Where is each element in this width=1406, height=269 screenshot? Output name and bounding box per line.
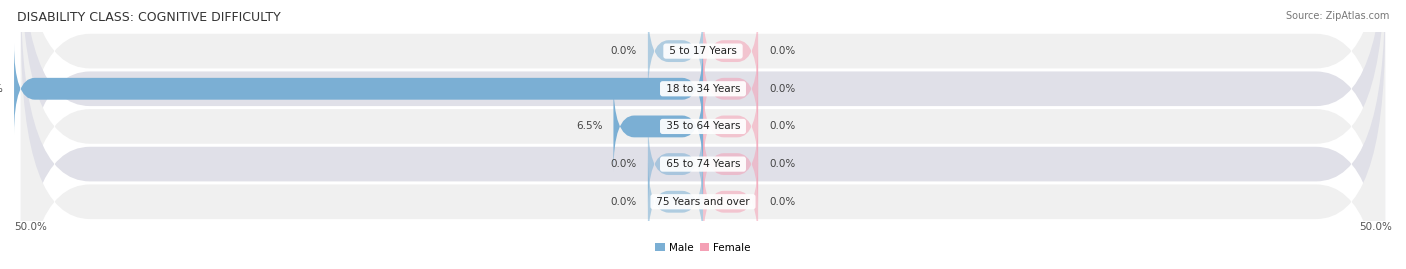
- Text: 0.0%: 0.0%: [769, 46, 796, 56]
- Text: 75 Years and over: 75 Years and over: [652, 197, 754, 207]
- Text: 0.0%: 0.0%: [610, 197, 637, 207]
- FancyBboxPatch shape: [703, 119, 758, 210]
- FancyBboxPatch shape: [14, 43, 703, 134]
- Text: 5 to 17 Years: 5 to 17 Years: [666, 46, 740, 56]
- Text: 0.0%: 0.0%: [769, 159, 796, 169]
- Legend: Male, Female: Male, Female: [651, 238, 755, 257]
- FancyBboxPatch shape: [648, 156, 703, 247]
- FancyBboxPatch shape: [703, 156, 758, 247]
- Text: 0.0%: 0.0%: [610, 46, 637, 56]
- FancyBboxPatch shape: [648, 6, 703, 97]
- FancyBboxPatch shape: [703, 81, 758, 172]
- Text: 0.0%: 0.0%: [769, 121, 796, 132]
- FancyBboxPatch shape: [21, 31, 1385, 269]
- FancyBboxPatch shape: [648, 119, 703, 210]
- FancyBboxPatch shape: [703, 43, 758, 134]
- FancyBboxPatch shape: [21, 0, 1385, 260]
- Text: 50.0%: 50.0%: [1360, 222, 1392, 232]
- Text: 65 to 74 Years: 65 to 74 Years: [662, 159, 744, 169]
- Text: 18 to 34 Years: 18 to 34 Years: [662, 84, 744, 94]
- Text: 0.0%: 0.0%: [769, 197, 796, 207]
- FancyBboxPatch shape: [21, 0, 1385, 269]
- Text: Source: ZipAtlas.com: Source: ZipAtlas.com: [1285, 11, 1389, 21]
- Text: 50.0%: 50.0%: [14, 222, 46, 232]
- Text: 50.0%: 50.0%: [0, 84, 3, 94]
- Text: 0.0%: 0.0%: [769, 84, 796, 94]
- Text: 0.0%: 0.0%: [610, 159, 637, 169]
- FancyBboxPatch shape: [21, 0, 1385, 269]
- FancyBboxPatch shape: [703, 6, 758, 97]
- Text: 35 to 64 Years: 35 to 64 Years: [662, 121, 744, 132]
- FancyBboxPatch shape: [613, 81, 703, 172]
- Text: DISABILITY CLASS: COGNITIVE DIFFICULTY: DISABILITY CLASS: COGNITIVE DIFFICULTY: [17, 11, 281, 24]
- Text: 6.5%: 6.5%: [576, 121, 602, 132]
- FancyBboxPatch shape: [21, 0, 1385, 222]
